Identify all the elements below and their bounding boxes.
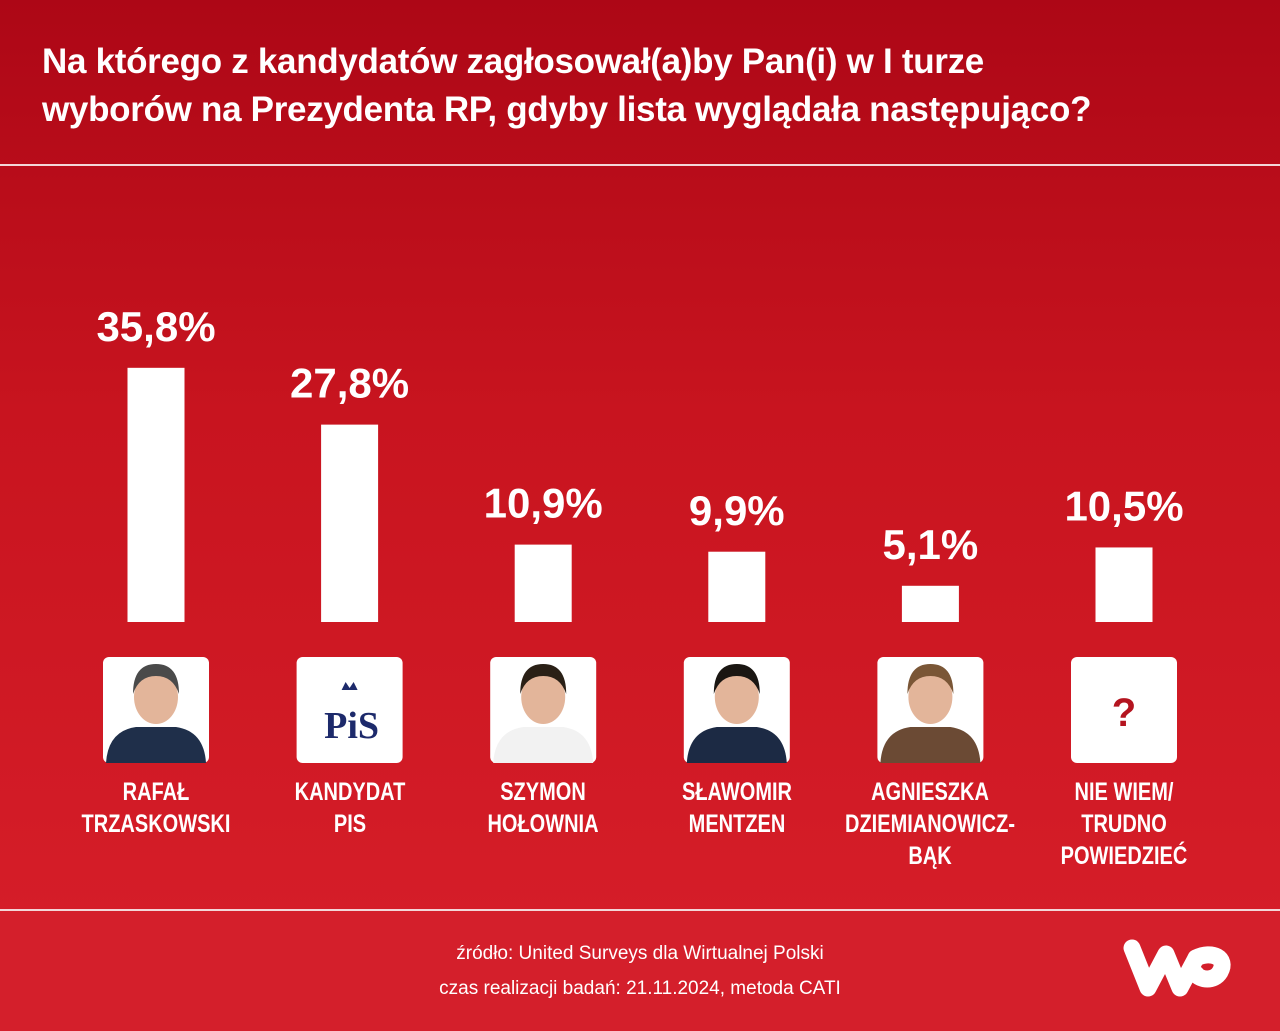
hair [713,664,760,694]
value-label: 35,8% [96,303,215,350]
category-label: NIE WIEM/ TRUDNO POWIEDZIEĆ [1060,778,1188,870]
hair [520,664,567,694]
bar [127,367,185,622]
candidate-photo [490,657,597,763]
value-label: 10,5% [1064,483,1183,530]
value-label: 10,9% [484,480,603,527]
hair [133,664,179,694]
torso [686,727,787,763]
head [908,670,953,724]
torso [106,727,206,763]
wp-logo [1123,939,1231,997]
category-label: AGNIESZKA DZIEMIANOWICZ-BĄK [845,778,1016,870]
value-label: 9,9% [689,487,785,534]
category-label: KANDYDAT PIS [294,778,405,838]
pis-crown [341,682,358,690]
head [521,670,566,724]
photo-frame [296,657,403,763]
head [714,670,759,724]
hair [907,664,954,694]
method: czas realizacji badań: 21.11.2024, metod… [439,978,841,999]
bar [901,585,959,622]
value-label: 27,8% [290,360,409,407]
torso [880,727,981,763]
category-label: RAFAŁ TRZASKOWSKI [81,778,231,838]
source: źródło: United Surveys dla Wirtualnej Po… [456,943,824,964]
candidate-photo [103,657,209,763]
bar [1095,547,1153,622]
category-label: SŁAWOMIR MENTZEN [681,778,792,838]
footer-band [0,910,1280,1031]
value-label: 5,1% [883,521,979,568]
unknown-icon: ? [1112,691,1136,735]
chart-title: Na którego z kandydatów zagłosował(a)by … [42,42,1092,129]
category-label: SZYMON HOŁOWNIA [487,778,599,838]
candidate-photo [683,657,790,763]
pis-logo: PiS [324,705,379,747]
bar [514,544,572,622]
candidate-photo: PiS [296,657,403,763]
head [134,670,178,724]
bar [321,424,379,622]
candidate-photo [877,657,984,763]
bar [708,551,766,622]
candidate-photo: ? [1071,657,1177,763]
torso [493,727,594,763]
photo-frame [1071,657,1177,763]
